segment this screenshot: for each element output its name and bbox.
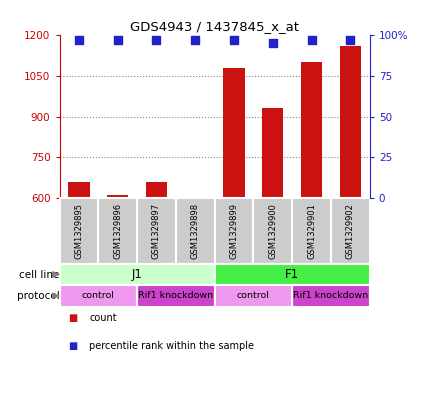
Bar	[224, 68, 245, 198]
Point	[231, 37, 238, 43]
Bar	[68, 182, 90, 198]
Text: J1: J1	[132, 268, 142, 281]
Bar	[292, 285, 370, 307]
Bar	[98, 198, 137, 264]
Text: ■: ■	[68, 313, 77, 323]
Text: GSM1329896: GSM1329896	[113, 203, 122, 259]
Text: GSM1329901: GSM1329901	[307, 203, 316, 259]
Bar	[301, 62, 322, 198]
Bar	[60, 285, 137, 307]
Bar	[215, 264, 370, 285]
Bar	[262, 108, 283, 198]
Point	[192, 37, 198, 43]
Text: Rif1 knockdown: Rif1 knockdown	[293, 291, 368, 300]
Text: control: control	[82, 291, 115, 300]
Bar	[253, 198, 292, 264]
Bar	[331, 198, 370, 264]
Bar	[107, 195, 128, 198]
Bar	[292, 198, 331, 264]
Bar	[184, 196, 206, 198]
Text: GSM1329898: GSM1329898	[191, 203, 200, 259]
Title: GDS4943 / 1437845_x_at: GDS4943 / 1437845_x_at	[130, 20, 299, 33]
Bar	[176, 198, 215, 264]
Text: count: count	[89, 313, 117, 323]
Text: control: control	[237, 291, 270, 300]
Point	[347, 37, 354, 43]
Bar	[60, 264, 215, 285]
Text: protocol: protocol	[17, 291, 60, 301]
Text: percentile rank within the sample: percentile rank within the sample	[89, 341, 254, 351]
Bar	[340, 46, 361, 198]
Bar	[146, 182, 167, 198]
Bar	[215, 198, 253, 264]
Text: ■: ■	[68, 341, 77, 351]
Point	[76, 37, 82, 43]
Point	[308, 37, 315, 43]
Text: GSM1329900: GSM1329900	[268, 203, 277, 259]
Bar	[60, 198, 98, 264]
Point	[153, 37, 160, 43]
Text: GSM1329897: GSM1329897	[152, 203, 161, 259]
Bar	[137, 198, 176, 264]
Text: F1: F1	[285, 268, 299, 281]
Text: GSM1329899: GSM1329899	[230, 203, 238, 259]
Bar	[215, 285, 292, 307]
Text: GSM1329895: GSM1329895	[74, 203, 83, 259]
Text: Rif1 knockdown: Rif1 knockdown	[138, 291, 213, 300]
Bar	[137, 285, 215, 307]
Text: cell line: cell line	[19, 270, 60, 279]
Point	[269, 40, 276, 47]
Point	[114, 37, 121, 43]
Text: GSM1329902: GSM1329902	[346, 203, 355, 259]
